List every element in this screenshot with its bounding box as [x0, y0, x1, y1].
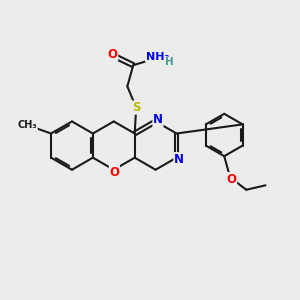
Text: O: O [110, 166, 119, 178]
Text: NH₂: NH₂ [146, 52, 169, 62]
Text: S: S [132, 101, 140, 114]
Text: N: N [174, 153, 184, 166]
Text: H: H [165, 57, 174, 67]
Text: O: O [108, 47, 118, 61]
Text: N: N [153, 113, 163, 127]
Text: O: O [226, 172, 237, 186]
Text: CH₃: CH₃ [18, 120, 37, 130]
